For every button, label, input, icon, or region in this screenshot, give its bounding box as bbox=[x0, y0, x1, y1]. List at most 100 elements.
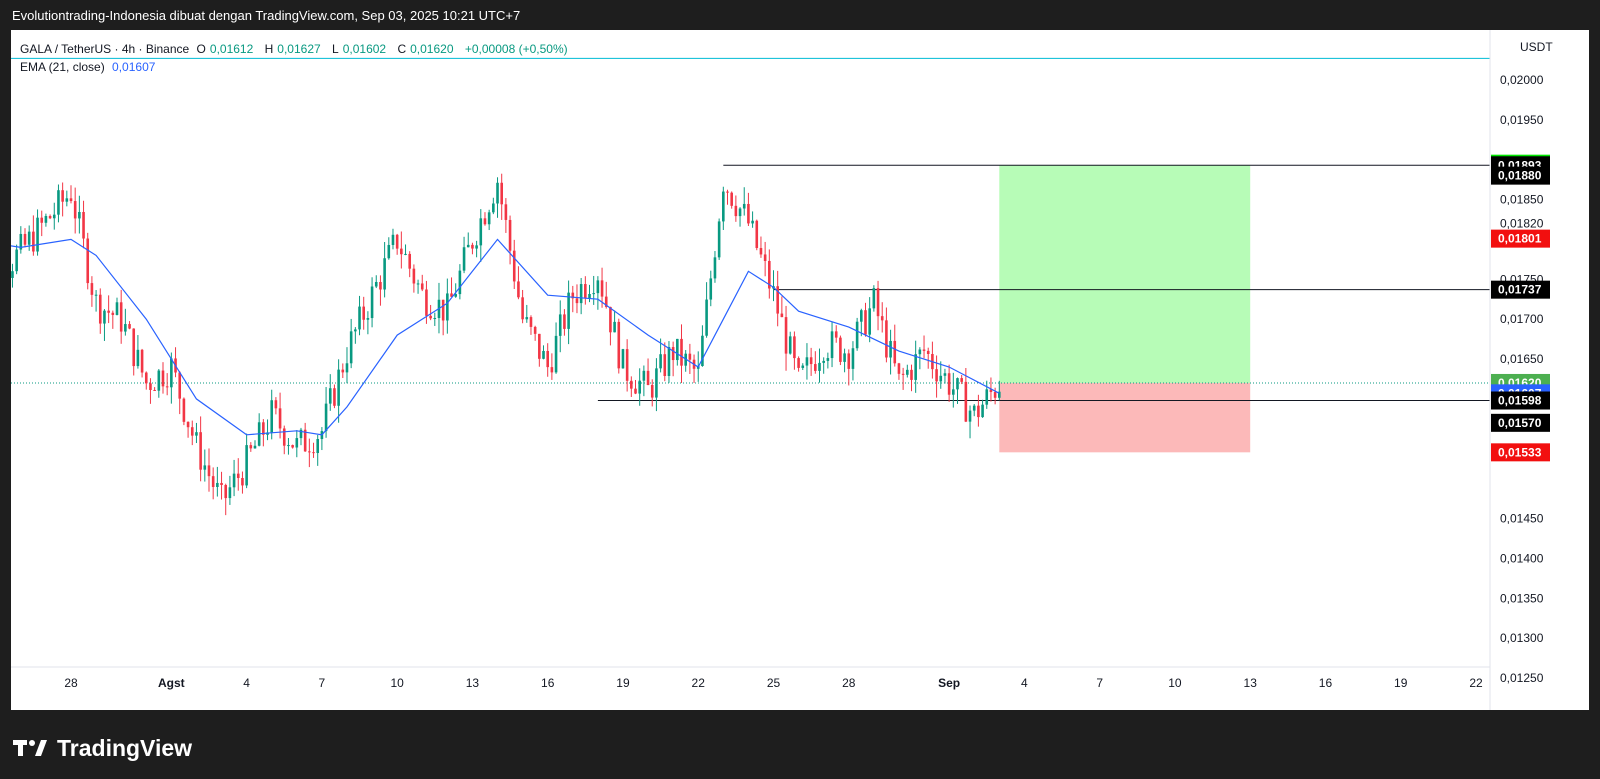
candle-body bbox=[776, 286, 779, 314]
candle-body bbox=[914, 354, 917, 380]
candle-body bbox=[592, 293, 595, 295]
candle-body bbox=[408, 253, 412, 269]
candle-body bbox=[734, 205, 738, 217]
x-tick-label: 25 bbox=[767, 676, 781, 690]
candle-body bbox=[646, 370, 650, 385]
chart-caption: Evolutiontrading-Indonesia dibuat dengan… bbox=[12, 8, 521, 23]
candle-body bbox=[15, 249, 18, 272]
candle-body bbox=[918, 349, 922, 355]
candle-body bbox=[308, 451, 311, 453]
candle-body bbox=[483, 218, 487, 225]
candle-body bbox=[496, 182, 499, 204]
candle-body bbox=[232, 473, 236, 488]
candle-body bbox=[642, 370, 646, 381]
symbol-label: GALA / TetherUS · 4h · Binance bbox=[20, 42, 190, 56]
candle-body bbox=[345, 363, 349, 373]
candle-body bbox=[341, 369, 345, 373]
candle-body bbox=[676, 338, 679, 361]
candle-body bbox=[287, 445, 290, 447]
candle-body bbox=[500, 182, 503, 205]
candle-body bbox=[952, 389, 955, 395]
candle-body bbox=[190, 427, 194, 436]
candle-body bbox=[182, 398, 186, 422]
candle-body bbox=[103, 310, 106, 324]
candle-body bbox=[742, 203, 746, 209]
candle-body bbox=[249, 445, 253, 449]
candle-body bbox=[119, 302, 123, 332]
candle-body bbox=[935, 369, 938, 382]
candle-body bbox=[366, 318, 370, 320]
candle-body bbox=[458, 270, 462, 295]
candle-body bbox=[550, 367, 554, 373]
candle-body bbox=[780, 313, 784, 318]
candle-body bbox=[558, 314, 562, 336]
candle-body bbox=[851, 348, 855, 369]
price-axis bbox=[1490, 30, 1589, 710]
candle-body bbox=[412, 268, 416, 284]
candle-body bbox=[826, 358, 830, 361]
candle-body bbox=[224, 484, 228, 499]
candle-body bbox=[872, 288, 876, 309]
candle-body bbox=[178, 372, 182, 399]
candle-body bbox=[521, 297, 524, 320]
chart-frame[interactable]: USDT 0,02000 0,01950 0,01850 0,01820 0,01750 0… bbox=[11, 30, 1589, 710]
tradingview-logo[interactable]: TradingView bbox=[13, 733, 192, 763]
candle-body bbox=[575, 298, 579, 304]
price-tag-label: 0,01801 bbox=[1498, 232, 1542, 246]
candle-body bbox=[82, 211, 85, 239]
candle-body bbox=[784, 317, 788, 354]
candle-body bbox=[36, 217, 39, 252]
candle-body bbox=[839, 337, 842, 362]
candle-body bbox=[596, 280, 600, 294]
candle-body bbox=[270, 400, 274, 433]
change-label: +0,00008 (+0,50%) bbox=[464, 42, 568, 56]
candle-body bbox=[44, 216, 48, 223]
price-tag bbox=[1491, 166, 1550, 185]
candle-body bbox=[876, 288, 880, 317]
brand-name: TradingView bbox=[57, 734, 193, 761]
open-label: O 0,01612 bbox=[196, 42, 254, 56]
candle-body bbox=[747, 203, 750, 224]
candle-body bbox=[316, 439, 320, 454]
tradingview-logo-icon bbox=[13, 740, 47, 756]
candle-body bbox=[324, 403, 328, 432]
candle-body bbox=[73, 201, 77, 219]
candle-body bbox=[843, 353, 846, 362]
candle-body bbox=[23, 233, 27, 245]
candle-body bbox=[370, 286, 374, 319]
candle-body bbox=[245, 445, 248, 486]
candle-body bbox=[617, 321, 621, 369]
candle-body bbox=[312, 452, 315, 454]
candles bbox=[11, 173, 1001, 516]
candle-body bbox=[906, 369, 909, 375]
candle-body bbox=[579, 284, 583, 304]
candle-body bbox=[726, 191, 729, 193]
candle-body bbox=[27, 231, 31, 245]
candle-body bbox=[671, 347, 675, 361]
candle-body bbox=[546, 350, 549, 368]
candle-body bbox=[358, 306, 361, 330]
axis-unit: USDT bbox=[1520, 40, 1553, 54]
candle-body bbox=[885, 320, 888, 358]
candle-body bbox=[797, 358, 800, 368]
candle-body bbox=[981, 404, 984, 418]
price-tag bbox=[1491, 443, 1550, 462]
candle-body bbox=[161, 370, 165, 387]
candle-body bbox=[910, 369, 913, 380]
candle-body bbox=[542, 350, 545, 359]
candle-body bbox=[391, 234, 395, 245]
candle-body bbox=[922, 349, 926, 351]
x-tick-label: 13 bbox=[466, 676, 480, 690]
candle-body bbox=[262, 422, 265, 435]
candle-body bbox=[554, 335, 558, 373]
candle-body bbox=[425, 289, 428, 316]
candle-body bbox=[354, 329, 357, 332]
candle-body bbox=[446, 293, 449, 321]
y-tick-label: 0,01300 bbox=[1500, 631, 1544, 645]
candle-body bbox=[236, 473, 240, 479]
candle-body bbox=[429, 315, 432, 319]
candle-body bbox=[893, 340, 897, 364]
y-tick-label: 0,01850 bbox=[1500, 193, 1544, 207]
candle-body bbox=[379, 281, 382, 290]
price-chart[interactable]: USDT0,020000,019500,018500,018200,017500… bbox=[11, 30, 1589, 710]
